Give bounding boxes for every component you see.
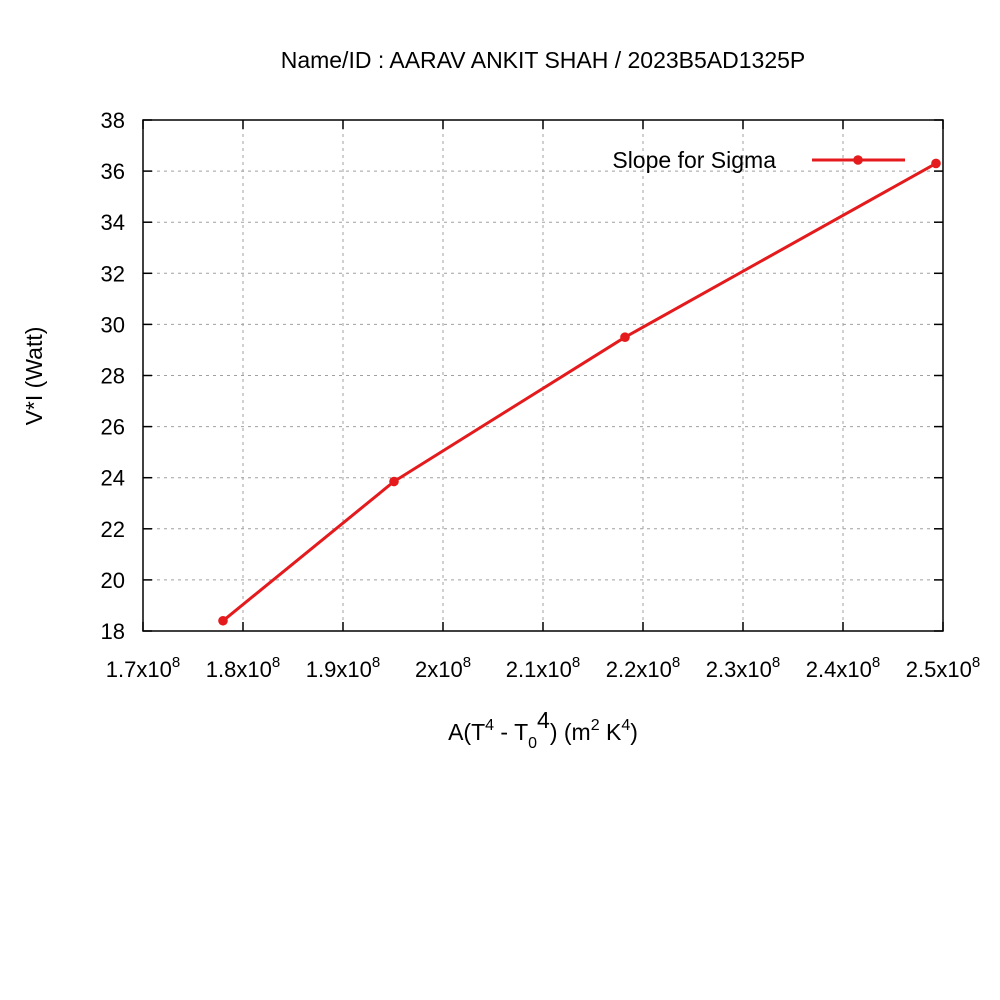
x-axis-label-sup3: 2 <box>591 717 600 734</box>
y-tick-label: 18 <box>101 619 125 644</box>
x-axis-label: A(T4 - T04) (m2 K4) <box>448 707 638 752</box>
y-tick-labels: 18 20 22 24 26 28 30 32 34 36 38 <box>101 108 125 644</box>
legend: Slope for Sigma <box>612 147 905 173</box>
x-tick-label: 1.8x108 <box>206 654 280 682</box>
grid-lines <box>143 120 943 631</box>
y-tick-label: 26 <box>101 415 125 440</box>
x-axis-label-sup4: 4 <box>621 717 630 734</box>
y-tick-label: 30 <box>101 312 125 337</box>
chart-title: Name/ID : AARAV ANKIT SHAH / 2023B5AD132… <box>281 47 806 73</box>
legend-marker <box>853 155 863 165</box>
x-tick-label: 2.5x108 <box>906 654 980 682</box>
x-axis-label-unit-open: ) (m <box>550 719 591 745</box>
x-tick-label: 1.7x108 <box>106 654 180 682</box>
x-axis-label-sub: 0 <box>528 735 537 752</box>
x-tick-label: 2.3x108 <box>706 654 780 682</box>
legend-label: Slope for Sigma <box>612 147 776 173</box>
series-line-0 <box>222 162 937 622</box>
x-tick-label: 2x108 <box>415 654 471 682</box>
plot-frame <box>142 119 944 632</box>
x-tick-label: 2.4x108 <box>806 654 880 682</box>
y-tick-label: 20 <box>101 568 125 593</box>
x-axis-label-sup2: 4 <box>537 707 550 733</box>
x-axis-label-base: A(T <box>448 719 485 745</box>
data-point <box>931 158 941 169</box>
y-tick-label: 38 <box>101 108 125 133</box>
y-tick-label: 22 <box>101 517 125 542</box>
y-axis-label: V*I (Watt) <box>21 327 47 426</box>
y-tick-label: 32 <box>101 261 125 286</box>
data-point <box>218 615 228 626</box>
data-point <box>620 332 630 342</box>
y-tick-label: 24 <box>101 466 125 491</box>
x-axis-label-unit-mid: K <box>600 719 622 745</box>
x-tick-label: 2.2x108 <box>606 654 680 682</box>
x-tick-labels: 1.7x108 1.8x108 1.9x108 2x108 2.1x108 2.2x108… <box>106 654 980 682</box>
x-axis-label-mid: - T <box>494 719 528 745</box>
x-axis-label-unit-close: ) <box>630 719 638 745</box>
x-tick-label: 1.9x108 <box>306 654 380 682</box>
data-point <box>389 476 399 487</box>
y-tick-label: 28 <box>101 364 125 389</box>
series-layer <box>218 158 941 626</box>
y-tick-label: 36 <box>101 159 125 184</box>
x-tick-label: 2.1x108 <box>506 654 580 682</box>
y-tick-label: 34 <box>101 210 125 235</box>
x-axis-label-sup1: 4 <box>485 717 494 734</box>
